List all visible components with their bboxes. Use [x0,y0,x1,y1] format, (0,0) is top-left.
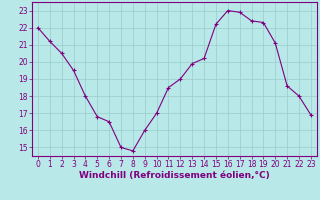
X-axis label: Windchill (Refroidissement éolien,°C): Windchill (Refroidissement éolien,°C) [79,171,270,180]
